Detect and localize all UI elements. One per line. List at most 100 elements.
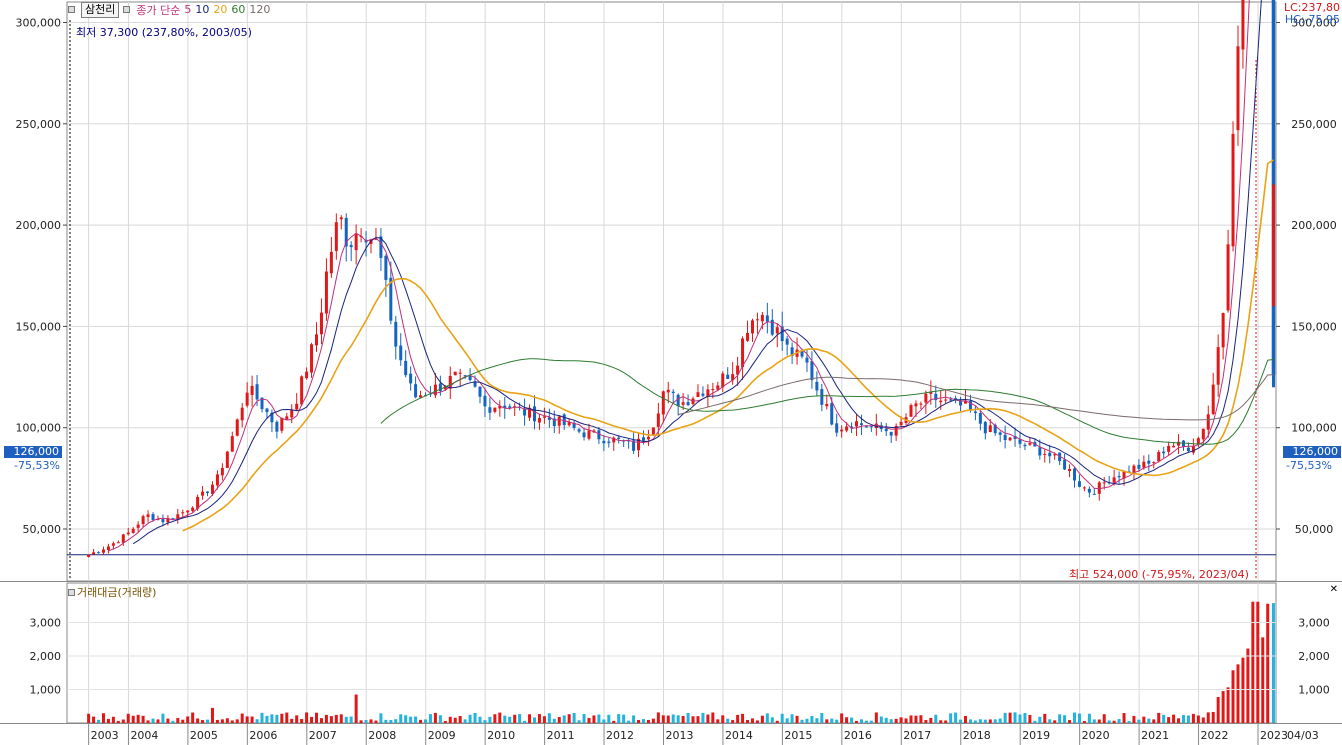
high-low-lines bbox=[67, 60, 1276, 578]
candle-body bbox=[270, 412, 274, 423]
current-pct-right: -75,53% bbox=[1286, 459, 1332, 472]
candle-body bbox=[1177, 441, 1181, 446]
candle-body bbox=[1018, 439, 1022, 444]
volume-bar bbox=[820, 713, 824, 723]
volume-bar bbox=[433, 712, 437, 723]
volume-bar bbox=[280, 713, 284, 723]
candle-body bbox=[488, 407, 492, 413]
candle-body bbox=[1206, 414, 1210, 430]
candle-body bbox=[250, 385, 254, 396]
volume-bar bbox=[944, 720, 948, 723]
candle-body bbox=[612, 437, 616, 443]
volume-bar bbox=[1058, 714, 1062, 723]
candle-body bbox=[587, 430, 591, 439]
ma10-line bbox=[132, 0, 1262, 545]
candle-body bbox=[805, 357, 809, 363]
x-tick-label: 2009 bbox=[428, 729, 456, 742]
candle-body bbox=[770, 319, 774, 335]
volume-bar bbox=[97, 719, 101, 723]
candle-body bbox=[176, 514, 180, 520]
candle-body bbox=[830, 403, 834, 425]
volume-bar bbox=[711, 712, 715, 723]
volume-bar bbox=[641, 719, 645, 723]
volume-bar bbox=[319, 718, 323, 723]
volume-bar bbox=[1231, 670, 1235, 723]
volume-bar bbox=[1157, 712, 1161, 723]
volume-bar bbox=[290, 718, 294, 723]
volume-bar bbox=[1043, 713, 1047, 723]
low-annotation: 최저 37,300 (237,80%, 2003/05) bbox=[76, 26, 252, 39]
volume-bar bbox=[1251, 601, 1255, 723]
candle-body bbox=[111, 543, 115, 546]
price-type-label: 종가 단순 bbox=[136, 3, 181, 17]
volume-bar bbox=[344, 716, 348, 723]
volume-bar bbox=[191, 712, 195, 723]
volume-bar bbox=[111, 716, 115, 723]
candle-body bbox=[260, 397, 264, 410]
candle-body bbox=[959, 400, 963, 406]
candles bbox=[87, 0, 1276, 558]
volume-panel bbox=[66, 582, 1277, 724]
volume-bar bbox=[1003, 712, 1007, 723]
stock-name[interactable]: 삼천리 bbox=[81, 1, 120, 18]
volume-bar bbox=[864, 720, 868, 723]
volume-bar bbox=[602, 719, 606, 723]
volume-bar bbox=[498, 712, 502, 723]
volume-bar bbox=[1068, 720, 1072, 723]
volume-bar bbox=[1216, 697, 1220, 723]
volume-bar bbox=[1211, 712, 1215, 723]
volume-bar bbox=[894, 718, 898, 723]
volume-bar bbox=[1271, 603, 1275, 723]
candle-body bbox=[324, 271, 328, 314]
volume-bar bbox=[404, 715, 408, 723]
y-tick-label: 50,000 bbox=[1295, 523, 1334, 536]
volume-bar bbox=[770, 717, 774, 723]
volume-bar bbox=[136, 714, 140, 723]
volume-bar bbox=[458, 715, 462, 723]
volume-bar bbox=[181, 719, 185, 723]
legend-toggle-icon[interactable] bbox=[123, 6, 131, 13]
candle-body bbox=[919, 403, 923, 405]
volume-bar bbox=[250, 716, 254, 723]
volume-bar bbox=[904, 718, 908, 723]
volume-bar bbox=[627, 720, 631, 723]
volume-bar bbox=[1186, 715, 1190, 723]
volume-bar bbox=[409, 716, 413, 723]
x-tick-label: 2007 bbox=[309, 729, 337, 742]
volume-bar bbox=[1221, 691, 1225, 723]
volume-bar bbox=[1077, 713, 1081, 723]
volume-bar bbox=[741, 713, 745, 723]
candle-body bbox=[181, 512, 185, 514]
volume-bar bbox=[924, 720, 928, 723]
candle-body bbox=[835, 423, 839, 433]
candle-body bbox=[225, 451, 229, 468]
y-tick-label: 200,000 bbox=[1291, 219, 1337, 232]
volume-bar bbox=[661, 715, 665, 723]
candle-body bbox=[146, 514, 150, 518]
volume-bar bbox=[1092, 719, 1096, 723]
candle-body bbox=[775, 327, 779, 334]
volume-bar bbox=[315, 712, 319, 723]
legend-toggle-icon[interactable] bbox=[68, 588, 75, 596]
volume-bar bbox=[869, 720, 873, 723]
candle-body bbox=[1092, 493, 1096, 495]
close-icon[interactable]: ✕ bbox=[1329, 584, 1338, 595]
candle-body bbox=[681, 402, 685, 405]
volume-bar bbox=[1177, 718, 1181, 723]
volume-bar bbox=[681, 716, 685, 723]
candle-body bbox=[116, 542, 120, 544]
volume-bar bbox=[1063, 715, 1067, 723]
candle-body bbox=[815, 381, 819, 391]
candle-body bbox=[899, 421, 903, 426]
candle-body bbox=[597, 430, 601, 440]
volume-bar bbox=[196, 718, 200, 723]
volume-bar bbox=[310, 716, 314, 723]
volume-bar bbox=[1132, 715, 1136, 723]
candle-body bbox=[1008, 437, 1012, 441]
volume-bar bbox=[126, 713, 130, 723]
x-tick-label: 2004 bbox=[130, 729, 158, 742]
volume-bar bbox=[1038, 716, 1042, 723]
legend-toggle-icon[interactable] bbox=[68, 6, 75, 13]
volume-bar bbox=[483, 720, 487, 723]
